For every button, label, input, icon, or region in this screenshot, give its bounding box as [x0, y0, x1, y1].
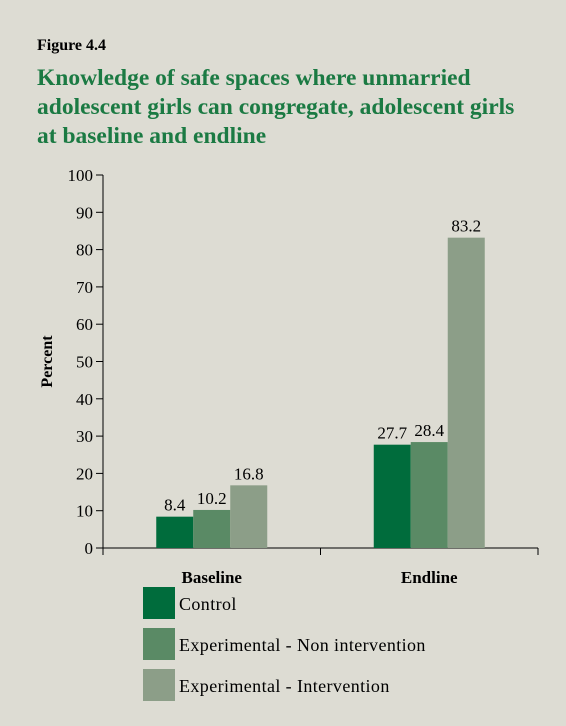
y-tick-label: 80: [76, 241, 93, 260]
y-tick-label: 60: [76, 315, 93, 334]
legend-swatch: [143, 587, 175, 619]
bar-value-label: 10.2: [197, 489, 227, 508]
legend-label: Experimental - Non intervention: [179, 635, 426, 655]
legend-swatch: [143, 669, 175, 701]
y-tick-label: 0: [85, 539, 94, 558]
y-tick-label: 100: [68, 166, 94, 185]
y-tick-label: 50: [76, 353, 93, 372]
bar-value-label: 27.7: [377, 424, 407, 443]
bar-2: [193, 509, 231, 548]
figure-label: Figure 4.4: [37, 37, 107, 54]
bar-value-label: 8.4: [164, 496, 186, 515]
y-tick-label: 70: [76, 278, 93, 297]
legend-label: Control: [179, 594, 237, 614]
legend-swatch: [143, 628, 175, 660]
chart-title: Knowledge of safe spaces where unmarried…: [37, 65, 515, 149]
bar-1: [373, 444, 411, 548]
y-axis-title: Percent: [39, 335, 56, 388]
bar-2: [410, 442, 448, 548]
y-tick-label: 10: [76, 502, 93, 521]
bar-value-label: 16.8: [234, 464, 264, 483]
y-tick-label: 20: [76, 464, 93, 483]
bar-value-label: 28.4: [414, 421, 444, 440]
y-tick-label: 90: [76, 203, 93, 222]
x-category-label: Baseline: [182, 568, 243, 587]
bar-1: [156, 516, 194, 548]
bar-3: [230, 485, 268, 548]
legend-label: Experimental - Intervention: [179, 676, 390, 696]
bar-3: [447, 237, 485, 548]
bar-value-label: 83.2: [451, 217, 481, 236]
y-tick-label: 30: [76, 427, 93, 446]
x-category-label: Endline: [401, 568, 458, 587]
y-tick-label: 40: [76, 390, 93, 409]
